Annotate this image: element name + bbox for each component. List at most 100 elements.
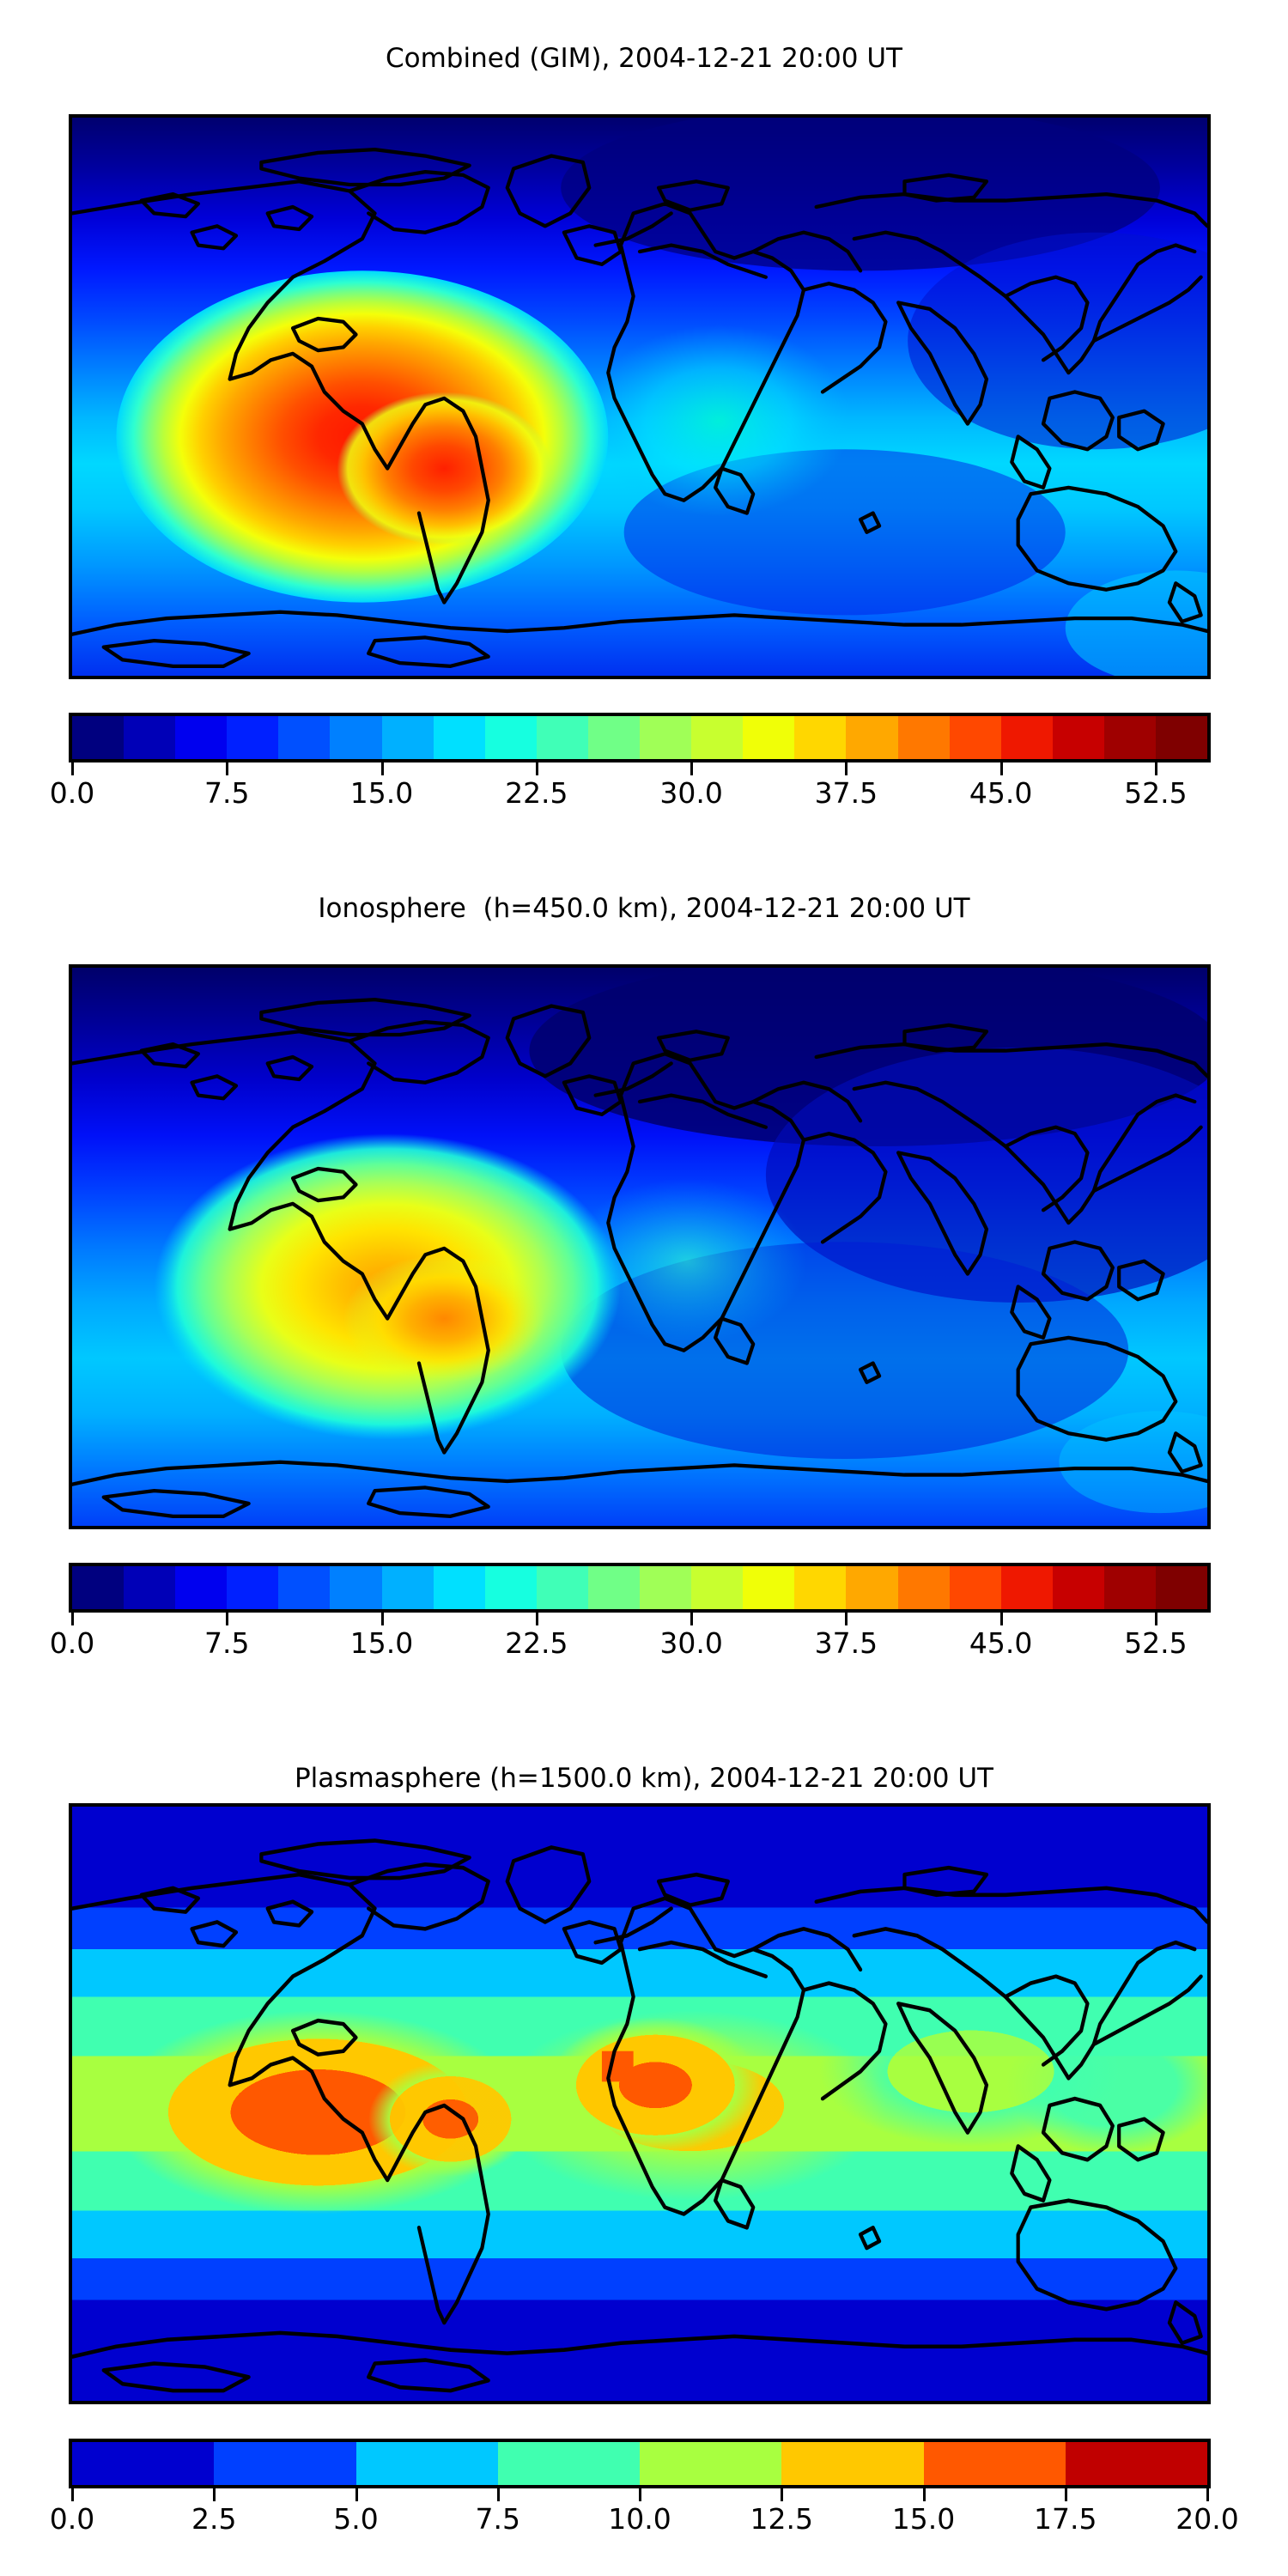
- colorbar-segment: [278, 716, 331, 759]
- colorbar-labels-plasmasphere: 0.0 2.5 5.0 7.5 10.0 12.5 15.0 17.5 20.0: [50, 2502, 1239, 2540]
- coastlines: [72, 148, 1207, 668]
- colorbar-tick-label: 15.0: [349, 1626, 414, 1660]
- colorbar-segment: [175, 716, 228, 759]
- colorbar-segment: [72, 1566, 125, 1609]
- colorbar-tick: [380, 1613, 384, 1625]
- plasma-southamerica-peak: [368, 2061, 533, 2178]
- colorbar-tick-label: 15.0: [891, 2502, 956, 2536]
- colorbar-tick: [1206, 2488, 1209, 2501]
- colorbar-labels-ionosphere: 0.0 7.5 15.0 22.5 30.0 37.5 45.0 52.5: [50, 1626, 1211, 1664]
- panel-combined-gim: Combined (GIM), 2004-12-21 20:00 UT: [0, 0, 1288, 859]
- tec-low-asia: [765, 1047, 1207, 1303]
- colorbar-segment: [175, 1566, 228, 1609]
- colorbar-tick-label: 37.5: [814, 1626, 878, 1660]
- colorbar-tick: [535, 762, 538, 775]
- colorbar-segment: [433, 716, 485, 759]
- colorbar-tick-label: 0.0: [49, 776, 95, 810]
- colorbar-segment: [640, 2442, 782, 2485]
- colorbar-tick: [999, 1613, 1003, 1625]
- tec-africa-enhancement: [567, 1178, 807, 1345]
- coastlines: [72, 998, 1207, 1518]
- colorbar-segment: [691, 1566, 744, 1609]
- colorbar-plasmasphere: 0.0 2.5 5.0 7.5 10.0 12.5 15.0 17.5 20.0: [50, 2439, 1239, 2540]
- colorbar-tick-label: 20.0: [1176, 2502, 1239, 2536]
- colorbar-tick: [922, 2488, 926, 2501]
- colorbar-segment: [1000, 1566, 1053, 1609]
- colorbar-tick: [71, 762, 74, 775]
- tec-secondary-crest: [337, 392, 552, 545]
- tec-low-north: [561, 118, 1160, 271]
- colorbar-tick-label: 0.0: [49, 1626, 95, 1660]
- colorbar-ticks-combined: [69, 762, 1211, 776]
- colorbar-tick-label: 52.5: [1124, 1626, 1188, 1660]
- colorbar-segment: [355, 2442, 498, 2485]
- plasma-africa-peak: [548, 2017, 763, 2154]
- colorbar-gradient-plasmasphere[interactable]: [69, 2439, 1211, 2488]
- colorbar-tick-label: 37.5: [814, 776, 878, 810]
- colorbar-tick-label: 45.0: [969, 1626, 1033, 1660]
- colorbar-tick: [71, 2488, 74, 2501]
- colorbar-tick: [213, 2488, 216, 2501]
- colorbar-combined: 0.0 7.5 15.0 22.5 30.0 37.5 45.0 52.5: [50, 713, 1211, 814]
- colorbar-segment: [227, 1566, 279, 1609]
- colorbar-segment: [484, 1566, 537, 1609]
- colorbar-tick-label: 17.5: [1034, 2502, 1097, 2536]
- map-plasmasphere: [69, 1803, 1211, 2404]
- colorbar-tick: [999, 762, 1003, 775]
- colorbar-tick: [845, 1613, 848, 1625]
- colorbar-tick-label: 12.5: [750, 2502, 813, 2536]
- colorbar-tick-label: 22.5: [505, 1626, 568, 1660]
- colorbar-tick: [1154, 762, 1157, 775]
- colorbar-tick-label: 7.5: [204, 776, 250, 810]
- colorbar-segment: [794, 716, 847, 759]
- colorbar-tick-label: 7.5: [204, 1626, 250, 1660]
- colorbar-tick: [639, 2488, 641, 2501]
- colorbar-tick-label: 22.5: [505, 776, 568, 810]
- colorbar-gradient-combined[interactable]: [69, 713, 1211, 762]
- map-svg-combined: [72, 118, 1207, 676]
- colorbar-tick-label: 30.0: [659, 1626, 723, 1660]
- colorbar-segment: [72, 716, 125, 759]
- panel-plasmasphere: Plasmasphere (h=1500.0 km), 2004-12-21 2…: [0, 1735, 1288, 2576]
- colorbar-segment: [278, 1566, 331, 1609]
- colorbar-segment: [587, 716, 641, 759]
- colorbar-ionosphere: 0.0 7.5 15.0 22.5 30.0 37.5 45.0 52.5: [50, 1563, 1211, 1664]
- colorbar-segment: [124, 1566, 176, 1609]
- panel-title-ionosphere: Ionosphere (h=450.0 km), 2004-12-21 20:0…: [318, 893, 970, 924]
- colorbar-segment: [497, 2442, 640, 2485]
- colorbar-segment: [640, 716, 692, 759]
- plasma-asia-lobe: [819, 1996, 1122, 2147]
- coastlines: [72, 1838, 1207, 2393]
- panel-title-combined: Combined (GIM), 2004-12-21 20:00 UT: [386, 43, 902, 74]
- colorbar-tick-label: 5.0: [333, 2502, 379, 2536]
- panel-ionosphere: Ionosphere (h=450.0 km), 2004-12-21 20:0…: [0, 867, 1288, 1726]
- colorbar-ticks-ionosphere: [69, 1613, 1211, 1626]
- colorbar-segment: [897, 1566, 950, 1609]
- colorbar-segment: [691, 716, 744, 759]
- colorbar-segment: [1155, 716, 1207, 759]
- colorbar-segment: [587, 1566, 641, 1609]
- colorbar-segment: [381, 1566, 434, 1609]
- colorbar-segment: [330, 1566, 382, 1609]
- colorbar-segment: [743, 716, 795, 759]
- colorbar-segment: [536, 1566, 588, 1609]
- colorbar-segment: [536, 716, 588, 759]
- colorbar-tick: [1154, 1613, 1157, 1625]
- colorbar-segment: [484, 716, 537, 759]
- colorbar-gradient-ionosphere[interactable]: [69, 1563, 1211, 1613]
- tec-africa-enhancement: [586, 325, 852, 517]
- colorbar-segment: [330, 716, 382, 759]
- colorbar-segment: [381, 716, 434, 759]
- colorbar-segment: [949, 1566, 1001, 1609]
- colorbar-segment: [433, 1566, 485, 1609]
- colorbar-segment: [794, 1566, 847, 1609]
- colorbar-tick: [845, 762, 848, 775]
- colorbar-segment: [1103, 1566, 1156, 1609]
- colorbar-tick: [690, 1613, 694, 1625]
- colorbar-segment: [214, 2442, 356, 2485]
- colorbar-segment: [1103, 716, 1156, 759]
- colorbar-segment: [640, 1566, 692, 1609]
- colorbar-tick-label: 7.5: [475, 2502, 520, 2536]
- panel-title-plasmasphere: Plasmasphere (h=1500.0 km), 2004-12-21 2…: [294, 1763, 993, 1794]
